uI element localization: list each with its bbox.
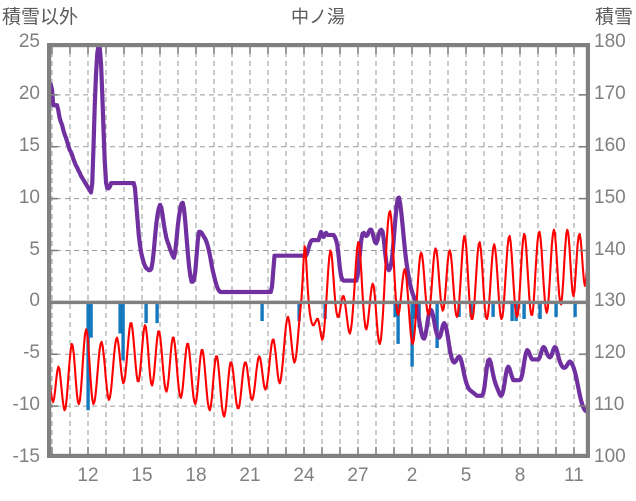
precipitation-bar bbox=[297, 302, 301, 322]
precipitation-bar bbox=[522, 302, 526, 319]
precipitation-bar bbox=[491, 302, 495, 317]
y-tick-right: 170 bbox=[594, 82, 626, 104]
precipitation-bar bbox=[144, 302, 148, 324]
precipitation-bar bbox=[573, 302, 577, 317]
series-line-snow-depth bbox=[47, 43, 590, 414]
x-tick: 11 bbox=[564, 465, 584, 486]
x-tick: 18 bbox=[185, 465, 207, 486]
x-tick: 5 bbox=[460, 465, 472, 486]
x-tick: 8 bbox=[514, 465, 526, 486]
x-tick: 24 bbox=[293, 465, 315, 486]
y-tick-right: 120 bbox=[594, 342, 626, 364]
precipitation-bar bbox=[89, 302, 93, 338]
plot-frame bbox=[47, 43, 590, 458]
precipitation-bar bbox=[538, 302, 542, 319]
precipitation-bar bbox=[435, 302, 439, 349]
y-tick-right: 160 bbox=[594, 134, 626, 156]
y-tick-left: 20 bbox=[18, 82, 40, 104]
x-tick: 27 bbox=[347, 465, 369, 486]
axis-tick-marks bbox=[51, 47, 586, 454]
y-tick-right: 100 bbox=[594, 446, 626, 467]
y-tick-right: 140 bbox=[594, 238, 626, 260]
precipitation-bar bbox=[410, 302, 414, 367]
precipitation-bar bbox=[393, 302, 397, 317]
x-tick: 15 bbox=[131, 465, 153, 486]
y-tick-left: -5 bbox=[23, 342, 40, 364]
y-tick-left: 15 bbox=[18, 134, 40, 156]
precipitation-bar bbox=[396, 302, 400, 344]
y-tick-left: 0 bbox=[29, 290, 40, 312]
left-axis-title: 積雪以外 bbox=[2, 7, 79, 28]
precipitation-bar bbox=[155, 302, 159, 324]
plot-area bbox=[47, 43, 590, 458]
precipitation-bar bbox=[554, 302, 558, 317]
precipitation-bar bbox=[510, 302, 514, 322]
y-tick-right: 150 bbox=[594, 186, 626, 208]
y-tick-left: 25 bbox=[18, 31, 40, 52]
x-tick: 12 bbox=[77, 465, 99, 486]
y-tick-left: -15 bbox=[12, 446, 40, 467]
chart-canvas bbox=[47, 43, 590, 458]
precipitation-bar bbox=[121, 302, 125, 361]
y-tick-left: -10 bbox=[12, 394, 40, 416]
x-tick: 2 bbox=[406, 465, 418, 486]
y-tick-right: 110 bbox=[594, 394, 625, 416]
series-line-temperature bbox=[47, 210, 590, 418]
y-tick-left: 5 bbox=[29, 238, 40, 260]
y-tick-left: 10 bbox=[18, 186, 40, 208]
right-axis-title: 積雪 bbox=[594, 7, 633, 28]
y-tick-right: 180 bbox=[594, 31, 626, 52]
precipitation-bar bbox=[118, 302, 122, 334]
precipitation-bar bbox=[260, 302, 264, 322]
y-tick-right: 130 bbox=[594, 290, 626, 312]
x-tick: 21 bbox=[239, 465, 261, 486]
page-title: 中ノ湯 bbox=[291, 7, 345, 27]
